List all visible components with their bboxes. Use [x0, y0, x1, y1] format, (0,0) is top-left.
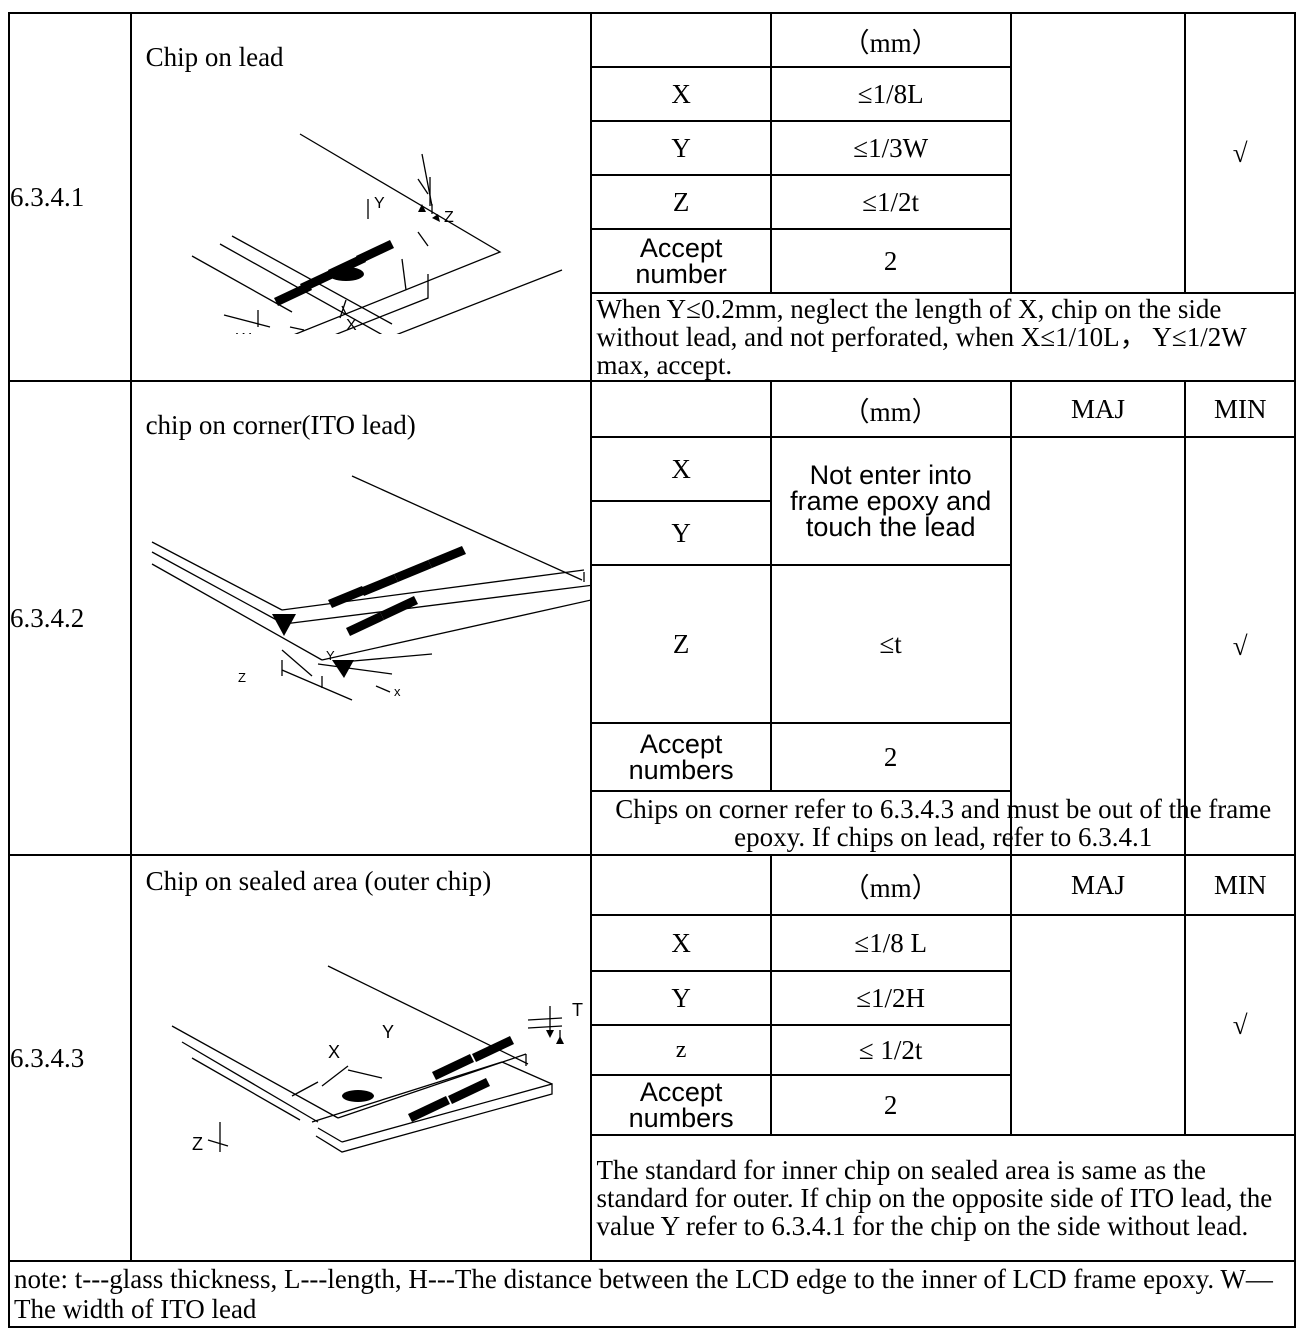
min-check: √ — [1184, 436, 1296, 856]
section-description: The standard for inner chip on sealed ar… — [590, 1134, 1296, 1262]
section-title: Chip on lead — [145, 42, 284, 72]
param-header-blank — [590, 12, 772, 68]
table-row: Y ≤1/3W — [9, 120, 1295, 176]
table-row: Accept numbers 2 — [9, 722, 1295, 792]
param-label: X — [590, 66, 772, 122]
figure-label-t: T — [572, 1000, 583, 1020]
figure-label-x: X — [346, 317, 357, 334]
section-6342-header-row: 6.3.4.2 chip on corner(ITO lead) — [8, 380, 1296, 856]
param-label: Z — [590, 174, 772, 230]
chip-on-lead-diagram: Y Z X W — [191, 133, 562, 334]
param-limit: ≤1/8 L — [769, 914, 1012, 972]
param-limit: ≤1/8L — [769, 66, 1012, 122]
section-number: 6.3.4.1 — [8, 12, 132, 382]
figure-label-w: W — [236, 331, 252, 334]
table-row: Z ≤1/2t — [9, 174, 1295, 230]
param-label: Accept numbers — [590, 722, 772, 792]
unit-header: （mm） — [769, 380, 1012, 438]
maj-header: MAJ — [1009, 854, 1187, 916]
figure-label-z: Z — [238, 670, 246, 685]
min-check: √ — [1184, 12, 1296, 294]
param-header-blank — [590, 854, 772, 916]
param-limit: ≤1/2t — [769, 174, 1012, 230]
figure-label-y: Y — [374, 195, 385, 212]
min-header: MIN — [1184, 854, 1296, 916]
table-row: Z ≤t — [9, 564, 1295, 724]
maj-header: MAJ — [1009, 380, 1187, 438]
chip-on-sealed-area-diagram: T Y X Z — [171, 965, 583, 1154]
figure-label-y: Y — [382, 1022, 394, 1042]
param-limit: 2 — [769, 1074, 1012, 1136]
param-limit: 2 — [769, 722, 1012, 792]
description-row: When Y≤0.2mm, neglect the length of X, c… — [9, 292, 1296, 382]
section-title: Chip on sealed area (outer chip) — [145, 866, 492, 896]
param-label: Y — [590, 970, 772, 1026]
param-label: z — [590, 1024, 772, 1076]
param-label: Z — [590, 564, 772, 724]
section-number: 6.3.4.2 — [8, 380, 132, 856]
spec-table: 6.3.4.1 Chip on lead — [8, 12, 1296, 1328]
param-label: Accept numbers — [590, 1074, 772, 1136]
figure-label-z: Z — [192, 1134, 203, 1154]
param-limit: ≤t — [769, 564, 1012, 724]
unit-header: （mm） — [769, 854, 1012, 916]
chip-on-corner-diagram: T Y Z x — [151, 475, 590, 701]
param-label: X — [590, 436, 772, 502]
table-row: X ≤1/8 L √ — [9, 914, 1296, 1136]
param-label: X — [590, 914, 772, 972]
unit-header: （mm） — [769, 12, 1012, 68]
description-row: Chips on corner refer to 6.3.4.3 and mus… — [9, 790, 1296, 856]
figure-cell: Chip on sealed area (outer chip) — [129, 854, 593, 1262]
figure-label-y: Y — [326, 648, 335, 663]
table-row: Accept number 2 — [9, 228, 1295, 294]
table-row: z ≤ 1/2t — [9, 1024, 1295, 1076]
maj-cell — [1009, 12, 1187, 294]
footnote: note: t---glass thickness, L---length, H… — [8, 1260, 1296, 1328]
section-title: chip on corner(ITO lead) — [145, 410, 416, 440]
section-description: Chips on corner refer to 6.3.4.3 and mus… — [590, 790, 1296, 856]
param-label: Accept number — [590, 228, 772, 294]
section-description: When Y≤0.2mm, neglect the length of X, c… — [590, 292, 1296, 382]
figure-label-z: Z — [444, 209, 454, 226]
min-check: √ — [1184, 914, 1296, 1136]
section-6343-header-row: 6.3.4.3 Chip on sealed area (outer chip) — [8, 854, 1296, 1262]
maj-cell — [1009, 914, 1187, 1136]
param-limit: ≤ 1/2t — [769, 1024, 1012, 1076]
figure-label-x: x — [394, 684, 401, 699]
note-row: note: t---glass thickness, L---length, H… — [8, 1260, 1296, 1328]
figure-label-x: X — [328, 1042, 340, 1062]
param-limit: ≤1/2H — [769, 970, 1012, 1026]
param-label: Y — [590, 500, 772, 566]
param-label: Y — [590, 120, 772, 176]
figure-cell: chip on corner(ITO lead) — [129, 380, 593, 856]
maj-cell — [1009, 436, 1187, 856]
section-6341-header-row: 6.3.4.1 Chip on lead — [8, 12, 1296, 382]
param-limit: 2 — [769, 228, 1012, 294]
figure-cell: Chip on lead — [129, 12, 593, 382]
min-header: MIN — [1184, 380, 1296, 438]
param-limit: ≤1/3W — [769, 120, 1012, 176]
table-row: X Not enter into frame epoxy and touch t… — [9, 436, 1296, 856]
table-row: Y — [9, 500, 1295, 566]
section-number: 6.3.4.3 — [8, 854, 132, 1262]
table-row: X ≤1/8L — [9, 66, 1295, 122]
table-row: Y ≤1/2H — [9, 970, 1295, 1026]
description-row: The standard for inner chip on sealed ar… — [9, 1134, 1296, 1262]
table-row: Accept numbers 2 — [9, 1074, 1295, 1136]
param-header-blank — [590, 380, 772, 438]
param-limit: Not enter into frame epoxy and touch the… — [769, 436, 1012, 566]
